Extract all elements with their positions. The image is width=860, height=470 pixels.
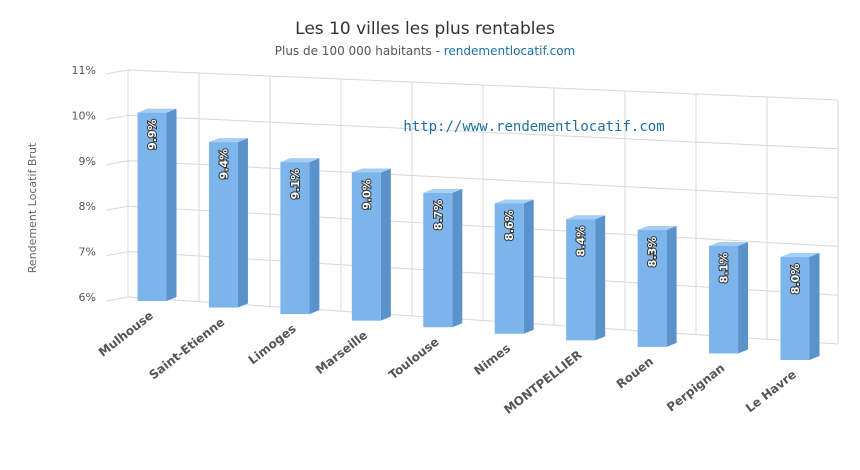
- x-tick-label: Marseille: [313, 328, 370, 377]
- bar-top: [280, 158, 320, 163]
- bar-top: [494, 199, 534, 204]
- bar-front: [351, 172, 381, 321]
- bar-top: [637, 225, 677, 230]
- bar-top: [709, 241, 749, 246]
- data-label: 8.3%: [646, 237, 659, 268]
- bar: 8.1%: [709, 241, 749, 354]
- grid-line-depth: [105, 251, 129, 257]
- bar-top: [780, 252, 820, 257]
- bar-side: [809, 252, 820, 360]
- chart-subtitle-link[interactable]: rendementlocatif.com: [444, 44, 576, 58]
- bar-top: [351, 168, 391, 173]
- bar-top: [423, 188, 463, 193]
- bar: 9.0%: [351, 168, 391, 321]
- y-tick-label: 11%: [72, 64, 96, 77]
- x-tick-label: MONTPELLIER: [501, 348, 584, 417]
- bar-front: [423, 192, 453, 328]
- bar-front: [137, 112, 167, 301]
- bar-front: [280, 162, 310, 315]
- chart-title: Les 10 villes les plus rentables: [295, 19, 555, 39]
- bar-side: [380, 168, 391, 321]
- bar: 9.4%: [208, 138, 248, 308]
- y-tick-label: 9%: [79, 155, 96, 168]
- bar-side: [166, 108, 177, 301]
- data-label: 9.4%: [217, 149, 230, 180]
- bar-side: [666, 225, 677, 347]
- x-tick-label: Perpignan: [664, 361, 727, 415]
- grid-line-depth: [105, 69, 129, 75]
- bar-front: [208, 142, 238, 308]
- data-label: 8.6%: [503, 210, 516, 241]
- bar: 8.0%: [780, 252, 820, 360]
- data-label: 8.1%: [718, 253, 731, 284]
- bar-top: [566, 215, 606, 220]
- bar: 8.7%: [423, 188, 463, 328]
- bar-side: [738, 241, 749, 354]
- bars: 9.9% 9.4% 9.1% 9.0% 8.7% 8.6% 8.4% 8.3% 8.1% 8.0%: [137, 108, 820, 360]
- grid-line-depth: [105, 114, 129, 120]
- bar-front: [566, 219, 596, 341]
- bar: 8.4%: [566, 215, 606, 341]
- grid-line-depth: [105, 296, 129, 302]
- bar: 8.3%: [637, 225, 677, 347]
- y-axis-label: Rendement Locatif Brut: [26, 142, 39, 273]
- y-tick-label: 8%: [79, 200, 96, 213]
- x-tick-label: Nimes: [471, 341, 513, 378]
- grid-line-depth: [105, 205, 129, 211]
- bar-front: [637, 229, 667, 347]
- y-axis-ticks: 6% 7% 8% 9% 10% 11%: [72, 64, 96, 304]
- bar: 9.1%: [280, 158, 320, 315]
- bar-side: [309, 158, 320, 315]
- y-tick-label: 6%: [79, 291, 96, 304]
- y-tick-label: 7%: [79, 246, 96, 259]
- x-tick-label: Rouen: [614, 354, 656, 391]
- bar-side: [595, 215, 606, 341]
- bar-top: [137, 108, 177, 113]
- data-label: 9.9%: [146, 119, 159, 150]
- bar-side: [237, 138, 248, 308]
- bar-front: [780, 256, 810, 360]
- bar-top: [208, 138, 248, 143]
- bar-side: [452, 188, 463, 328]
- grid-line-depth: [105, 160, 129, 166]
- x-tick-label: Limoges: [246, 321, 299, 367]
- bar-side: [523, 199, 534, 334]
- data-label: 9.0%: [360, 179, 373, 210]
- x-tick-label: Saint-Etienne: [147, 315, 228, 382]
- bar: 9.9%: [137, 108, 177, 301]
- data-label: 8.0%: [789, 264, 802, 295]
- y-tick-label: 10%: [72, 109, 96, 122]
- bar-front: [709, 245, 739, 354]
- chart-subtitle: Plus de 100 000 habitants - rendementloc…: [275, 44, 576, 58]
- data-label: 9.1%: [289, 169, 302, 200]
- data-label: 8.4%: [575, 226, 588, 257]
- chart-subtitle-prefix: Plus de 100 000 habitants -: [275, 44, 444, 58]
- x-tick-label: Toulouse: [386, 335, 442, 383]
- bar: 8.6%: [494, 199, 534, 334]
- x-tick-label: Le Havre: [743, 367, 799, 415]
- data-label: 8.7%: [432, 200, 445, 231]
- bar-front: [494, 203, 524, 334]
- x-tick-label: Mulhouse: [96, 308, 156, 359]
- annotation-url: http://www.rendementlocatif.com: [403, 119, 664, 135]
